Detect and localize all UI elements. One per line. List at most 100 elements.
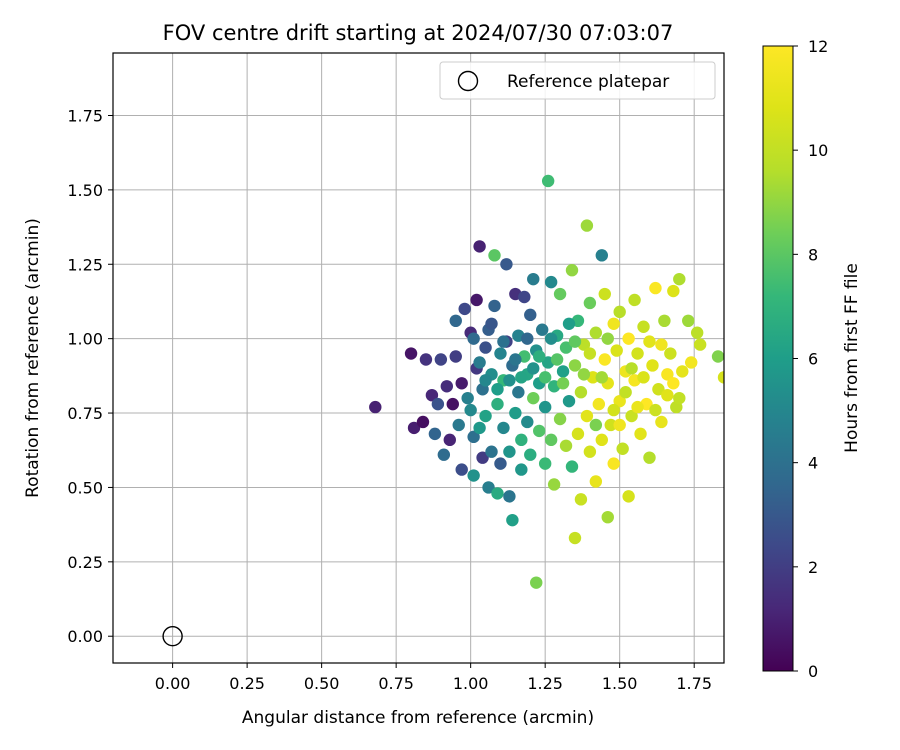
data-point (661, 388, 674, 402)
y-tick-label: 1.25 (67, 255, 103, 274)
data-point (491, 397, 504, 411)
data-point (521, 415, 534, 429)
data-point (515, 463, 528, 476)
data-point (428, 427, 442, 441)
data-point (538, 400, 552, 414)
data-point (592, 397, 606, 411)
data-point (488, 249, 501, 262)
data-point (527, 272, 540, 286)
data-point (500, 258, 513, 271)
data-point (601, 510, 614, 524)
data-point (503, 374, 516, 387)
x-axis-ticks: 0.00 0.25 0.50 0.75 1.00 1.25 1.50 1.75 (155, 663, 712, 693)
data-point (544, 433, 558, 447)
legend-marker (457, 70, 479, 92)
x-tick-label: 0.00 (155, 674, 191, 693)
colorbar (762, 45, 794, 672)
colorbar-tick-label: 0 (808, 662, 818, 681)
data-point (461, 391, 474, 405)
data-point (693, 338, 707, 351)
colorbar-tick-label: 6 (808, 350, 818, 369)
colorbar-tick-label: 8 (808, 245, 818, 264)
x-tick-label: 1.00 (453, 674, 489, 693)
data-point (565, 264, 579, 277)
data-point (667, 284, 680, 298)
data-point (583, 296, 597, 310)
data-point (553, 287, 567, 301)
y-tick-label: 1.75 (67, 106, 103, 125)
y-tick-label: 0.75 (67, 404, 103, 423)
data-point (565, 460, 579, 473)
data-point (598, 353, 611, 366)
data-point (583, 347, 597, 360)
data-point (530, 576, 543, 589)
data-point (425, 388, 439, 402)
data-point (440, 380, 454, 393)
data-point (506, 513, 519, 527)
y-tick-label: 0.25 (67, 553, 103, 572)
data-point (535, 323, 549, 336)
legend: Reference platepar (439, 61, 716, 100)
data-point (467, 332, 480, 345)
x-tick-label: 0.50 (304, 674, 340, 693)
data-point (491, 383, 504, 396)
data-point (544, 275, 558, 289)
data-point (631, 400, 644, 414)
data-point (610, 344, 623, 357)
data-point (622, 332, 635, 345)
data-point (497, 335, 510, 348)
data-point (515, 433, 528, 447)
data-point (544, 332, 558, 345)
x-tick-label: 1.75 (676, 674, 712, 693)
data-point (580, 409, 594, 423)
data-point (580, 219, 594, 232)
data-point (625, 362, 638, 375)
chart-title: FOV centre drift starting at 2024/07/30 … (163, 21, 674, 45)
data-point (449, 314, 462, 328)
data-point (559, 439, 573, 452)
legend-box (439, 61, 716, 100)
data-point (437, 448, 451, 461)
data-point (619, 386, 632, 399)
colorbar-tick-label: 10 (808, 141, 828, 160)
data-point (655, 338, 668, 351)
plot-frame (112, 52, 725, 664)
y-axis-ticks: 0.00 0.25 0.50 0.75 1.00 1.25 1.50 1.75 (67, 106, 113, 646)
data-point (556, 365, 570, 378)
data-point (533, 424, 546, 438)
data-point (458, 302, 471, 316)
data-point (494, 457, 507, 470)
data-point (449, 350, 462, 363)
data-point (482, 481, 495, 494)
data-point (446, 397, 459, 411)
data-point (607, 457, 620, 470)
data-point (485, 445, 498, 458)
data-point (574, 493, 588, 506)
data-point (479, 374, 492, 387)
y-tick-label: 0.00 (67, 627, 103, 646)
data-point (562, 317, 576, 330)
data-point (607, 317, 620, 330)
data-point (550, 353, 564, 366)
data-point (503, 445, 516, 458)
data-point (509, 406, 522, 420)
data-point (541, 174, 555, 188)
data-point (568, 359, 582, 372)
data-point (488, 299, 501, 313)
data-point (407, 421, 421, 435)
data-point (467, 469, 480, 482)
data-point (616, 442, 629, 455)
data-point (515, 371, 528, 384)
data-point (690, 326, 704, 339)
data-point (625, 409, 638, 423)
data-point (622, 490, 635, 503)
data-point (628, 293, 641, 307)
y-axis-label: Rotation from reference (arcmin) (23, 218, 43, 498)
data-point (547, 478, 561, 491)
data-point (646, 359, 659, 372)
data-point (521, 332, 534, 345)
data-point (682, 314, 695, 328)
data-point (637, 320, 650, 333)
data-point (649, 403, 662, 417)
colorbar-tick-label: 2 (808, 558, 818, 577)
